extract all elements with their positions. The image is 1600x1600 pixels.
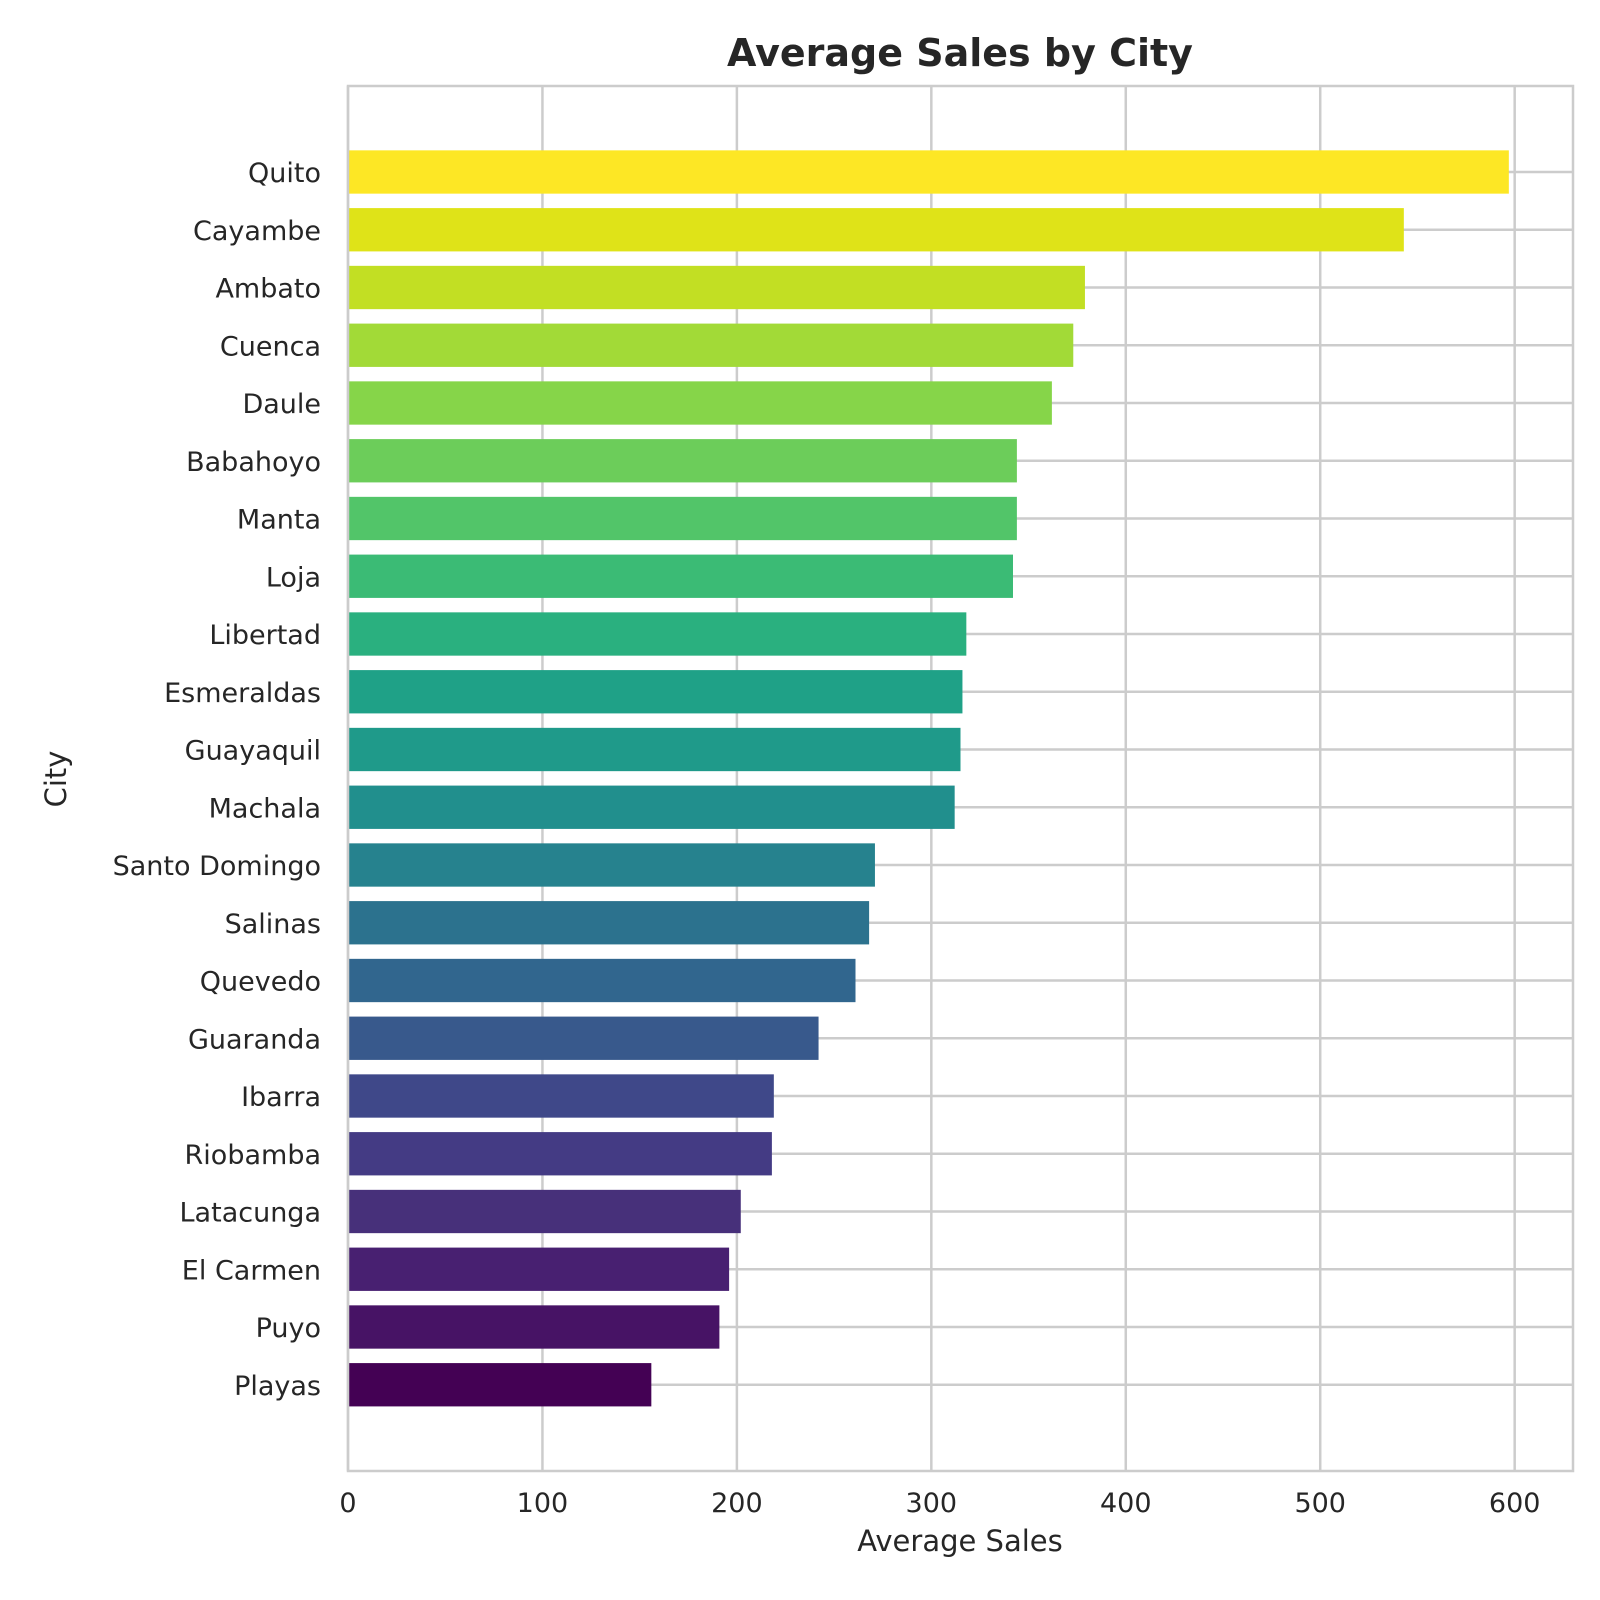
bar (348, 554, 1013, 598)
y-tick-label: Daule (242, 389, 321, 420)
y-tick-label: Quito (248, 158, 321, 189)
bar (348, 1016, 819, 1060)
x-axis-label: Average Sales (857, 1524, 1063, 1558)
y-tick-label: El Carmen (182, 1255, 321, 1286)
bar (348, 785, 955, 829)
bar (348, 612, 967, 656)
y-tick-label: Libertad (209, 620, 321, 651)
y-tick-label: Guaranda (188, 1024, 321, 1055)
y-tick-label: Machala (209, 793, 321, 824)
bar (348, 901, 870, 945)
y-tick-label: Ibarra (241, 1082, 321, 1113)
y-axis-label: City (39, 751, 73, 808)
x-axis-ticks: 0 100 200 300 400 500 600 (339, 1488, 1540, 1519)
bar (348, 323, 1074, 367)
bar (348, 496, 1017, 541)
x-tick-label: 600 (1489, 1488, 1541, 1519)
x-tick-label: 300 (906, 1488, 958, 1519)
y-tick-label: Cayambe (193, 216, 321, 247)
bar (348, 1132, 772, 1176)
bar (348, 439, 1017, 483)
bar (348, 1247, 730, 1291)
bar (348, 150, 1509, 194)
x-tick-label: 400 (1100, 1488, 1152, 1519)
y-tick-label: Manta (237, 505, 321, 536)
bar (348, 381, 1052, 425)
y-tick-label: Loja (266, 562, 321, 593)
y-tick-label: Esmeraldas (164, 678, 321, 709)
x-tick-label: 100 (517, 1488, 569, 1519)
bar (348, 1074, 774, 1118)
bar (348, 843, 875, 887)
y-tick-label: Quevedo (200, 967, 321, 998)
y-tick-label: Latacunga (180, 1198, 321, 1229)
y-axis-ticks: Quito Cayambe Ambato Cuenca Daule Babahoyo Man… (113, 158, 321, 1402)
bar (348, 1305, 720, 1349)
y-tick-label: Guayaquil (185, 736, 321, 767)
y-tick-label: Babahoyo (186, 447, 321, 478)
plot-frame (346, 84, 1575, 1473)
bar (348, 1363, 652, 1407)
chart-title: Average Sales by City (727, 31, 1193, 75)
y-tick-label: Santo Domingo (113, 851, 321, 882)
y-tick-label: Riobamba (185, 1140, 321, 1171)
bar (348, 958, 856, 1003)
bar (348, 208, 1404, 252)
bar (348, 727, 961, 772)
x-tick-label: 500 (1294, 1488, 1346, 1519)
y-tick-label: Cuenca (220, 331, 321, 362)
y-tick-label: Playas (234, 1371, 321, 1402)
bar (348, 670, 963, 714)
y-tick-label: Ambato (215, 274, 321, 305)
bars (348, 150, 1509, 1407)
y-tick-label: Puyo (256, 1313, 321, 1344)
bar (348, 1189, 741, 1234)
x-tick-label: 0 (339, 1488, 356, 1519)
x-tick-label: 200 (711, 1488, 763, 1519)
bar (348, 265, 1085, 310)
y-tick-label: Salinas (225, 909, 321, 940)
